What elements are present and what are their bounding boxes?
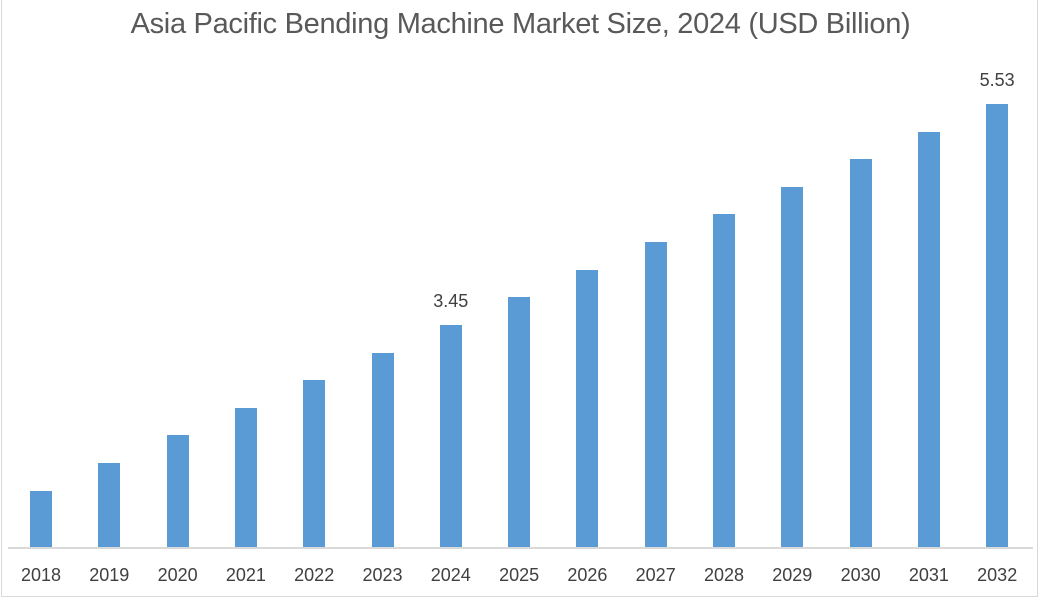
bar-2022 — [303, 380, 326, 547]
bar-2028 — [713, 214, 735, 547]
x-tick-label: 2026 — [567, 565, 608, 585]
bar-2024 — [439, 324, 462, 547]
x-tick-label: 2021 — [225, 565, 266, 585]
data-label-2024: 3.45 — [433, 290, 469, 311]
bar-2019 — [98, 463, 121, 547]
x-tick-label: 2024 — [430, 565, 471, 585]
x-tick-label: 2027 — [635, 565, 676, 585]
x-tick-label: 2032 — [977, 565, 1018, 585]
x-tick-label: 2029 — [772, 565, 813, 585]
x-tick-label: 2028 — [703, 565, 745, 585]
x-tick-label: 2025 — [499, 565, 540, 585]
x-axis-line — [8, 547, 1033, 549]
bar-2025 — [508, 297, 531, 547]
x-tick-label: 2018 — [20, 565, 62, 585]
bar-2029 — [781, 186, 804, 547]
chart-title: Asia Pacific Bending Machine Market Size… — [130, 8, 911, 40]
data-label-2032: 5.53 — [979, 69, 1015, 90]
x-tick-label: 2023 — [362, 565, 403, 585]
bar-2026 — [576, 269, 599, 547]
x-tick-label: 2020 — [157, 565, 198, 585]
bar-2021 — [234, 407, 257, 547]
x-tick-label: 2022 — [294, 565, 335, 585]
x-tick-label: 2031 — [908, 565, 949, 585]
plot-area: 2018 2019 2020 2021 2022 2023 2024 3.45 2025 2026… — [8, 0, 1033, 600]
bar-2020 — [166, 435, 189, 547]
bar-2018 — [30, 490, 52, 547]
x-tick-label: 2030 — [840, 565, 881, 585]
x-tick-label: 2019 — [89, 565, 130, 585]
bar-2027 — [644, 242, 667, 547]
bar-2023 — [371, 352, 394, 547]
bar-2030 — [849, 159, 872, 547]
bar-2031 — [917, 131, 940, 547]
bar-2032 — [986, 103, 1009, 547]
